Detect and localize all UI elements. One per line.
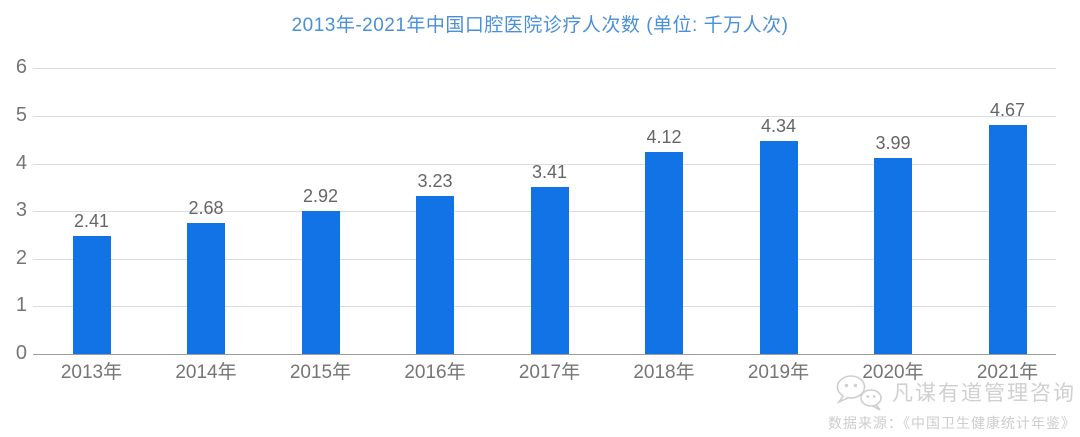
bar-2019年 (759, 141, 798, 354)
bar-value-label: 2.92 (302, 185, 339, 206)
bar-value-label: 4.12 (646, 127, 682, 148)
gridline (33, 68, 1056, 70)
x-axis-tick-label: 2021年 (976, 362, 1039, 383)
bar-2015年 (301, 210, 340, 354)
y-axis-tick-label: 3 (15, 199, 27, 222)
y-axis-tick-label: 5 (15, 104, 27, 126)
bar-2016年 (416, 195, 454, 354)
watermark-brand-text: 凡谋有道管理咨询 (892, 382, 1076, 405)
bar-value-label: 2.41 (73, 210, 110, 231)
y-axis-tick-label: 2 (15, 246, 27, 269)
bar-2021年 (988, 125, 1027, 354)
y-axis-tick-label: 6 (15, 56, 27, 79)
y-axis-tick-label: 4 (15, 151, 27, 174)
gridline (33, 163, 1056, 165)
x-axis-tick-label: 2019年 (747, 362, 810, 383)
data-source-text: 数据来源：《中国卫生健康统计年鉴》 (828, 415, 1076, 431)
y-axis-tick-label: 1 (15, 294, 27, 317)
bar-value-label: 4.67 (989, 100, 1026, 121)
x-axis-tick-label: 2017年 (518, 362, 581, 383)
x-axis-tick-label: 2013年 (60, 362, 123, 383)
y-axis-tick-label: 0 (15, 342, 27, 364)
bar-2018年 (645, 152, 683, 354)
bar-value-label: 3.23 (417, 170, 453, 191)
bar-value-label: 3.99 (875, 133, 911, 154)
x-axis-tick-label: 2020年 (862, 362, 924, 383)
x-axis-line (33, 354, 1056, 355)
x-axis-tick-label: 2014年 (175, 362, 237, 383)
bar-2017年 (530, 186, 569, 354)
chat-bubbles-icon (834, 372, 886, 412)
bar-2013年 (72, 235, 111, 354)
bar-value-label: 4.34 (760, 116, 797, 137)
gridline (33, 116, 1056, 117)
bar-value-label: 3.41 (531, 161, 568, 182)
bar-value-label: 2.68 (188, 197, 224, 218)
bar-2014年 (187, 222, 225, 354)
x-axis-tick-label: 2016年 (404, 362, 466, 383)
chart-title: 2013年-2021年中国口腔医院诊疗人次数 (单位: 千万人次) (291, 15, 789, 36)
watermark-brand-row: 凡谋有道管理咨询 (828, 372, 1076, 412)
x-axis-tick-label: 2018年 (633, 362, 695, 383)
bar-2020年 (874, 158, 912, 354)
watermark-footer: 凡谋有道管理咨询 数据来源：《中国卫生健康统计年鉴》 (828, 372, 1076, 433)
x-axis-tick-label: 2015年 (289, 362, 352, 383)
